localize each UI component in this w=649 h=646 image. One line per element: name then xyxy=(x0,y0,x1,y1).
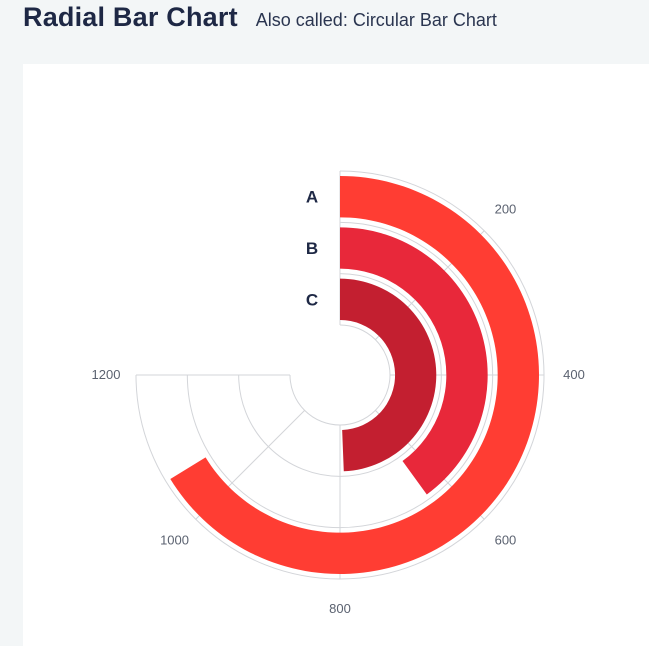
grid-ring xyxy=(289,324,391,426)
radial-bar-b xyxy=(340,227,488,495)
radial-bar-chart: 200 400 600 800 1000 1200 A B C xyxy=(92,170,585,616)
label-layer: 200 400 600 800 1000 1200 A B C xyxy=(92,188,585,616)
tick-label: 200 xyxy=(495,202,517,217)
radial-bar-c xyxy=(340,278,437,472)
tick-label: 400 xyxy=(563,367,585,382)
page-subtitle: Also called: Circular Bar Chart xyxy=(255,10,497,30)
tick-label: 1200 xyxy=(92,367,121,382)
tick-label: 600 xyxy=(495,532,517,547)
tick-label: 800 xyxy=(329,601,351,616)
tick-label: 1000 xyxy=(160,532,189,547)
chart-panel: 200 400 600 800 1000 1200 A B C xyxy=(23,64,649,646)
category-label: C xyxy=(306,290,318,309)
bar-layer xyxy=(170,176,539,574)
page-title: Radial Bar Chart xyxy=(23,2,238,32)
header: Radial Bar Chart Also called: Circular B… xyxy=(23,2,497,33)
category-label: A xyxy=(306,188,318,207)
category-label: B xyxy=(306,239,318,258)
